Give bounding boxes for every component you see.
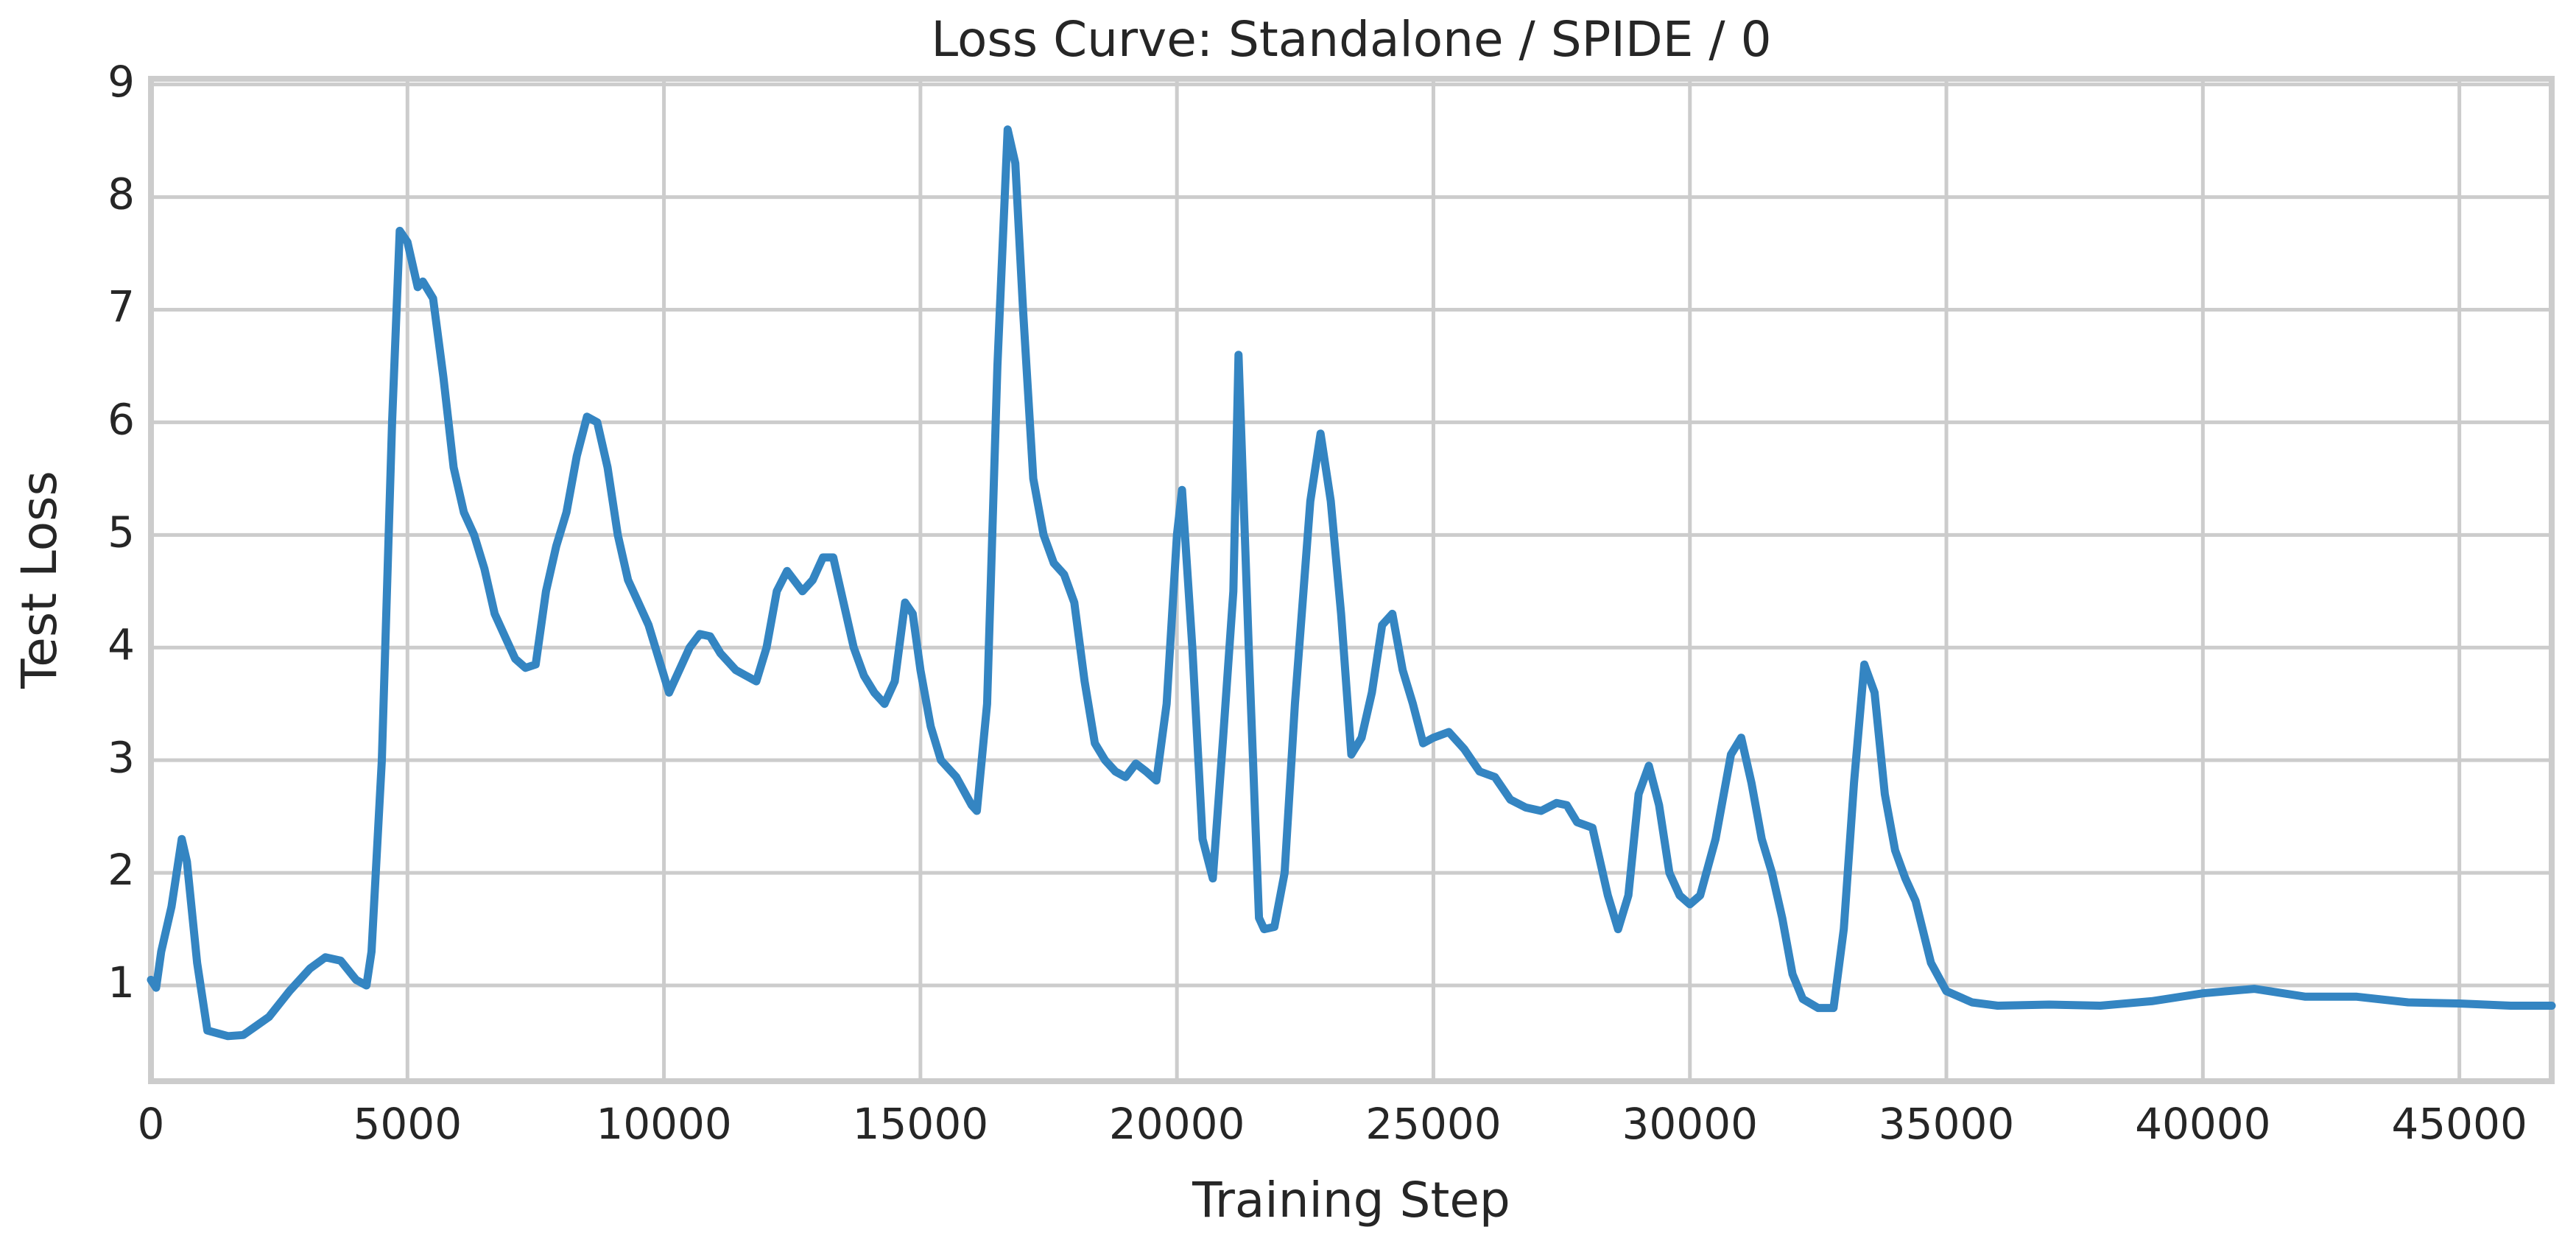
x-tick-label: 35000	[1879, 1099, 2015, 1149]
y-tick-label: 7	[108, 282, 135, 332]
y-tick-label: 4	[108, 619, 135, 669]
loss-line	[147, 125, 2556, 1041]
y-tick-label: 9	[108, 57, 135, 107]
x-tick-label: 45000	[2391, 1099, 2527, 1149]
y-axis-label: Test Loss	[11, 471, 68, 689]
x-tick-label: 10000	[596, 1099, 732, 1149]
x-tick-label: 0	[138, 1099, 165, 1149]
y-tick-label: 5	[108, 507, 135, 557]
x-axis-label: Training Step	[1192, 1172, 1510, 1228]
x-tick-label: 5000	[353, 1099, 462, 1149]
x-tick-label: 30000	[1622, 1099, 1758, 1149]
x-tick-label: 15000	[853, 1099, 989, 1149]
y-tick-label: 2	[108, 845, 135, 895]
y-tick-label: 3	[108, 732, 135, 782]
x-tick-label: 20000	[1109, 1099, 1245, 1149]
chart-title: Loss Curve: Standalone / SPIDE / 0	[931, 11, 1771, 68]
x-tick-label: 25000	[1365, 1099, 1502, 1149]
plot-frame	[148, 76, 2555, 1084]
y-tick-label: 6	[108, 395, 135, 445]
x-tick-label: 40000	[2135, 1099, 2271, 1149]
y-tick-label: 8	[108, 169, 135, 219]
y-tick-label: 1	[108, 957, 135, 1008]
